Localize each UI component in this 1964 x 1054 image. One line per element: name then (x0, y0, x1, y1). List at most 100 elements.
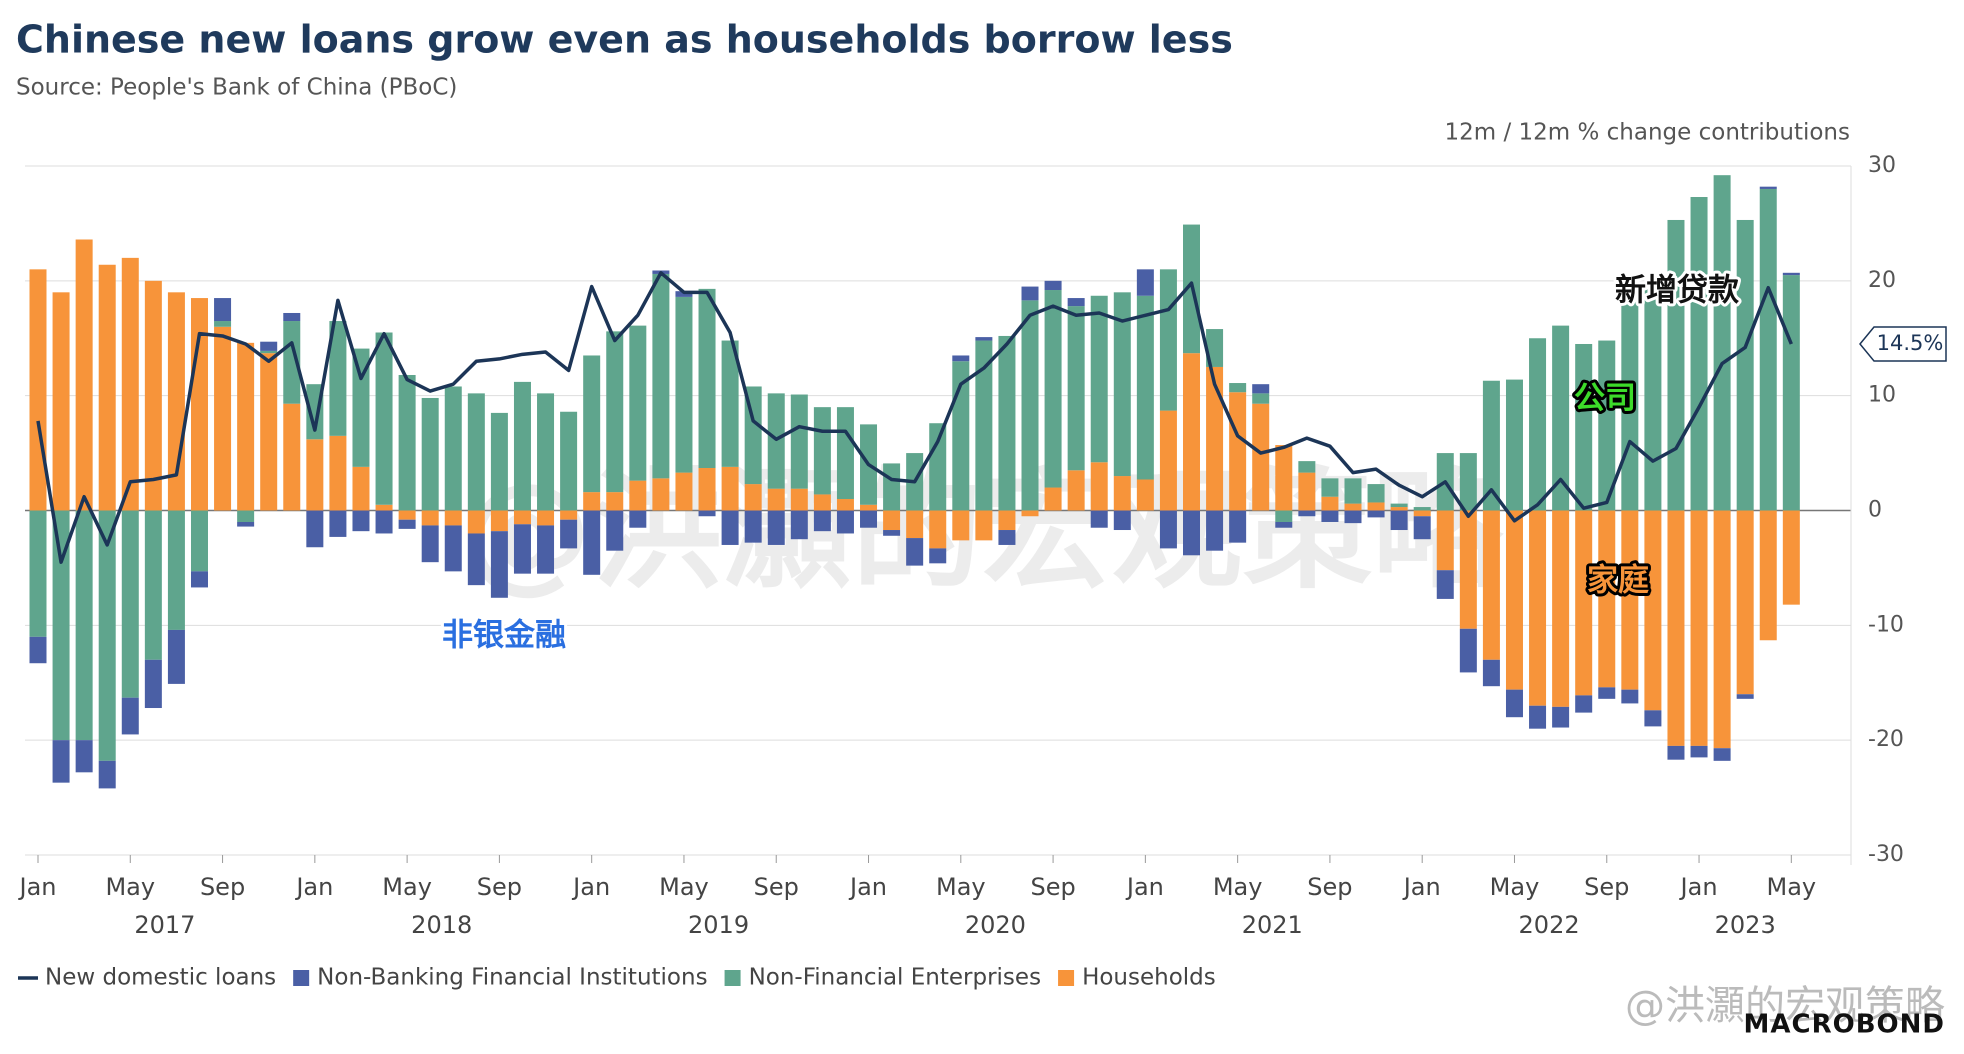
bar-segment (1459, 628, 1477, 673)
bar-segment (398, 510, 416, 520)
bar-segment (975, 510, 993, 541)
x-tick-label: Sep (1030, 873, 1075, 901)
year-label: 2018 (411, 911, 472, 939)
bar-segment (1413, 507, 1431, 511)
bar-segment (29, 269, 47, 511)
x-tick-label: Sep (477, 873, 522, 901)
bar-segment (1252, 393, 1270, 404)
bar-segment (375, 504, 393, 511)
bar-segment (1321, 496, 1339, 511)
bar-segment (1667, 745, 1685, 760)
plot: 30 20 10 0 -10 -20 -30 Jan May Sep Jan May Sep Jan May… (18, 153, 1947, 939)
bar-segment (121, 510, 139, 698)
y-tick-label: -30 (1868, 842, 1904, 867)
bar-segment (929, 548, 947, 564)
bar-segment (1298, 472, 1316, 511)
bar-segment (629, 480, 647, 511)
bar-segment (167, 510, 185, 630)
annotation-enterprises: 公司 (1574, 381, 1636, 417)
bar-segment (1529, 338, 1547, 511)
bar-segment (1229, 510, 1247, 543)
bar-segment (1505, 379, 1523, 511)
bar-segment (513, 524, 531, 574)
bar-segment (283, 312, 301, 322)
bar-segment (398, 374, 416, 511)
bar-segment (1759, 510, 1777, 641)
bar-segment (721, 340, 739, 467)
bar-segment (652, 273, 670, 479)
bar-segment (1575, 510, 1593, 696)
bar-segment (1344, 478, 1362, 504)
bar-segment (1529, 510, 1547, 706)
bar-segment (1644, 710, 1662, 727)
bar-segment (1067, 470, 1085, 511)
bar-segment (490, 412, 508, 511)
bar-segment (98, 510, 116, 761)
bar-segment (698, 468, 716, 511)
bar-segment (144, 510, 162, 660)
bar-segment (1390, 503, 1408, 508)
y-tick-label: -20 (1868, 727, 1904, 752)
bar-segment (790, 394, 808, 489)
bar-segment (237, 342, 255, 511)
annotation-households: 家庭 (1587, 563, 1649, 599)
bar-segment (1321, 478, 1339, 497)
bar-segment (237, 510, 255, 522)
value-label: 14.5% (1877, 331, 1944, 355)
bar-segment (1113, 292, 1131, 477)
bar-segment (306, 510, 324, 548)
bar-segment (1113, 476, 1131, 511)
bar-segment (1252, 384, 1270, 394)
bar-segment (52, 292, 70, 511)
x-tick-label: May (105, 873, 155, 901)
bar-segment (1021, 510, 1039, 517)
bar-segment (975, 337, 993, 341)
legend-label: New domestic loans (45, 965, 276, 991)
bar-segment (1206, 329, 1224, 367)
x-tick-label: May (936, 873, 986, 901)
x-tick-label: Jan (1402, 873, 1441, 901)
bar-segment (98, 264, 116, 511)
bar-segment (1183, 353, 1200, 511)
x-tick-label: Jan (294, 873, 333, 901)
bar-segment (767, 488, 785, 511)
annotation-loans: 新增贷款 (1615, 273, 1740, 309)
bar-segment (883, 530, 901, 536)
bar-segment (629, 510, 647, 528)
bar-segment (306, 439, 324, 511)
legend-label: Non-Financial Enterprises (749, 965, 1041, 991)
bar-segment (1021, 286, 1039, 301)
bar-segment (1552, 510, 1570, 707)
bar-segment (1505, 510, 1523, 690)
bar-segment (1090, 295, 1108, 463)
bar-segment (467, 393, 485, 511)
bar-segment (1067, 306, 1085, 471)
bar-segment (144, 280, 162, 511)
bar-segment (214, 298, 232, 322)
bar-segment (537, 393, 555, 511)
bar-segment (98, 760, 116, 789)
bar-segment (1736, 694, 1754, 699)
bar-segment (675, 472, 693, 511)
bar-segment (1136, 295, 1154, 480)
y-tick-label: 0 (1868, 498, 1882, 523)
x-tick-label: Sep (1307, 873, 1352, 901)
bar-segment (1298, 510, 1316, 517)
bar-segment (836, 510, 854, 534)
bar-segment (167, 629, 185, 684)
year-label: 2017 (134, 911, 195, 939)
bar-segment (1713, 510, 1731, 749)
bar-segment (190, 510, 208, 572)
bar-segment (1598, 687, 1616, 699)
bar-segment (560, 510, 578, 520)
bar-segment (421, 397, 439, 511)
bar-segment (883, 510, 901, 531)
annotation-nbfi: 非银金融 (442, 618, 566, 654)
bar-segment (513, 381, 531, 511)
bar-segment (583, 355, 601, 493)
bar-segment (1505, 689, 1523, 718)
bar-segment (1759, 188, 1777, 511)
bar-segment (813, 510, 831, 532)
bar-segment (1713, 748, 1731, 761)
bar-segment (606, 492, 624, 511)
